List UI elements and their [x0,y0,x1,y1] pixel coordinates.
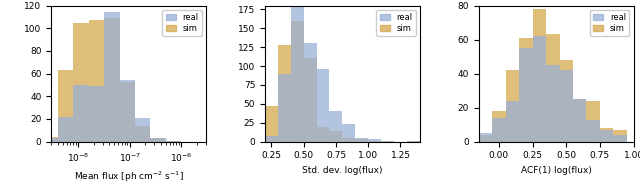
Bar [559,60,573,142]
Bar [355,139,368,142]
Bar [407,141,420,142]
Bar [150,138,166,142]
Bar [104,18,120,142]
X-axis label: Std. dev. log(flux): Std. dev. log(flux) [302,166,383,175]
Bar [58,117,73,142]
X-axis label: Mean flux [ph cm$^{-2}$ s$^{-1}$]: Mean flux [ph cm$^{-2}$ s$^{-1}$] [74,169,184,184]
Bar [519,48,532,142]
Bar [342,138,355,142]
Bar [381,141,394,142]
Bar [407,141,420,142]
Bar [546,34,559,142]
Bar [104,12,120,142]
Bar [166,141,182,142]
Bar [88,86,104,142]
Bar [492,118,506,142]
Legend: real, sim: real, sim [163,10,202,36]
Bar [278,45,291,142]
Bar [381,141,394,142]
Bar [73,85,88,142]
Bar [342,124,355,142]
Bar [492,111,506,142]
Bar [613,130,627,142]
Bar [559,70,573,142]
Bar [303,43,317,142]
Legend: real, sim: real, sim [376,10,416,36]
Bar [58,70,73,142]
Bar [278,74,291,142]
Bar [479,133,492,142]
Bar [88,20,104,142]
Bar [368,141,381,142]
Bar [600,128,613,142]
Bar [317,127,330,142]
Bar [573,99,586,142]
Bar [519,38,532,142]
Bar [546,65,559,142]
Bar [150,138,166,142]
Bar [120,82,135,142]
Bar [506,101,519,142]
Bar [135,126,150,142]
Bar [317,69,330,142]
Bar [586,101,600,142]
Bar [42,138,58,142]
Bar [330,112,342,142]
Bar [355,138,368,142]
Bar [166,141,182,142]
Bar [120,80,135,142]
Legend: real, sim: real, sim [590,10,629,36]
Bar [613,135,627,142]
Bar [506,70,519,142]
Bar [479,135,492,142]
Bar [135,118,150,142]
Bar [532,9,546,142]
Bar [573,99,586,142]
Bar [42,137,58,142]
Bar [73,23,88,142]
X-axis label: ACF(1) log(flux): ACF(1) log(flux) [521,166,591,175]
Bar [586,120,600,142]
Bar [291,3,303,142]
Bar [368,139,381,142]
Bar [265,136,278,142]
Bar [291,21,303,142]
Bar [600,130,613,142]
Bar [532,36,546,142]
Bar [265,106,278,142]
Bar [303,59,317,142]
Bar [330,131,342,142]
